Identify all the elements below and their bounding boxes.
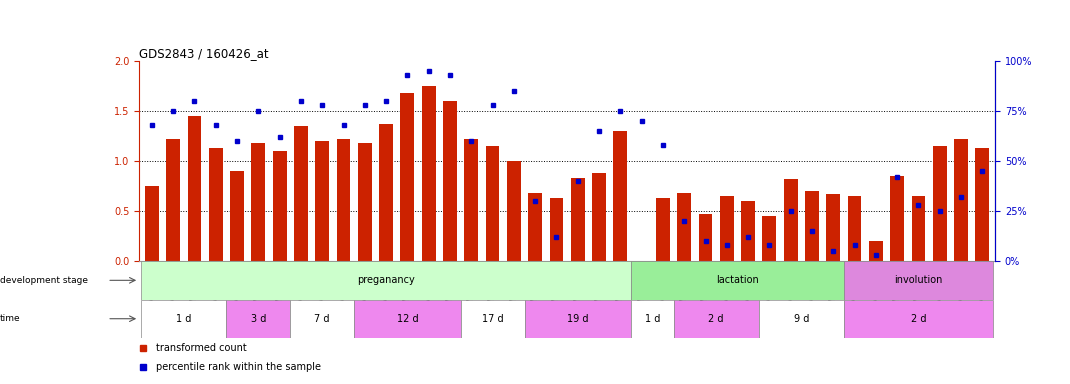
Bar [294, 126, 308, 261]
Bar [507, 161, 521, 261]
Bar [443, 101, 457, 261]
Bar [592, 173, 606, 261]
Bar [805, 191, 819, 261]
Text: percentile rank within the sample: percentile rank within the sample [156, 362, 321, 372]
Bar [460, 300, 524, 338]
Bar [954, 139, 968, 261]
Bar [209, 148, 223, 261]
Text: GDS2843 / 160426_at: GDS2843 / 160426_at [139, 47, 269, 60]
Bar [486, 146, 500, 261]
Bar [273, 151, 287, 261]
Text: 2 d: 2 d [911, 314, 927, 324]
Bar [550, 198, 564, 261]
Bar [529, 193, 542, 261]
Bar [976, 148, 990, 261]
Text: 17 d: 17 d [482, 314, 503, 324]
Text: 3 d: 3 d [250, 314, 266, 324]
Bar [933, 146, 947, 261]
Bar [290, 300, 354, 338]
Bar [570, 178, 584, 261]
Bar [674, 300, 759, 338]
Bar [357, 143, 371, 261]
Text: involution: involution [895, 275, 943, 285]
Text: 7 d: 7 d [315, 314, 330, 324]
Bar [631, 300, 674, 338]
Bar [144, 186, 158, 261]
Text: 9 d: 9 d [794, 314, 809, 324]
Bar [337, 139, 351, 261]
Text: development stage: development stage [0, 276, 88, 285]
Bar [826, 194, 840, 261]
Text: 1 d: 1 d [644, 314, 660, 324]
Text: transformed count: transformed count [156, 343, 247, 353]
Bar [720, 196, 734, 261]
Text: 1 d: 1 d [177, 314, 192, 324]
Bar [677, 193, 691, 261]
Bar [187, 116, 201, 261]
Bar [631, 261, 844, 300]
Text: 2 d: 2 d [708, 314, 724, 324]
Bar [166, 139, 180, 261]
Bar [141, 300, 227, 338]
Bar [141, 261, 631, 300]
Bar [464, 139, 478, 261]
Bar [524, 300, 631, 338]
Bar [230, 171, 244, 261]
Bar [783, 179, 797, 261]
Text: 19 d: 19 d [567, 314, 588, 324]
Bar [759, 300, 844, 338]
Bar [422, 86, 435, 261]
Bar [742, 201, 755, 261]
Bar [844, 261, 993, 300]
Bar [227, 300, 290, 338]
Bar [379, 124, 393, 261]
Bar [890, 176, 904, 261]
Bar [316, 141, 330, 261]
Bar [400, 93, 414, 261]
Text: time: time [0, 314, 20, 323]
Bar [844, 300, 993, 338]
Bar [613, 131, 627, 261]
Bar [699, 214, 713, 261]
Bar [763, 216, 777, 261]
Bar [251, 143, 265, 261]
Bar [656, 198, 670, 261]
Text: preganancy: preganancy [357, 275, 415, 285]
Bar [912, 196, 926, 261]
Bar [847, 196, 861, 261]
Bar [354, 300, 460, 338]
Text: 12 d: 12 d [397, 314, 418, 324]
Bar [869, 241, 883, 261]
Text: lactation: lactation [716, 275, 759, 285]
